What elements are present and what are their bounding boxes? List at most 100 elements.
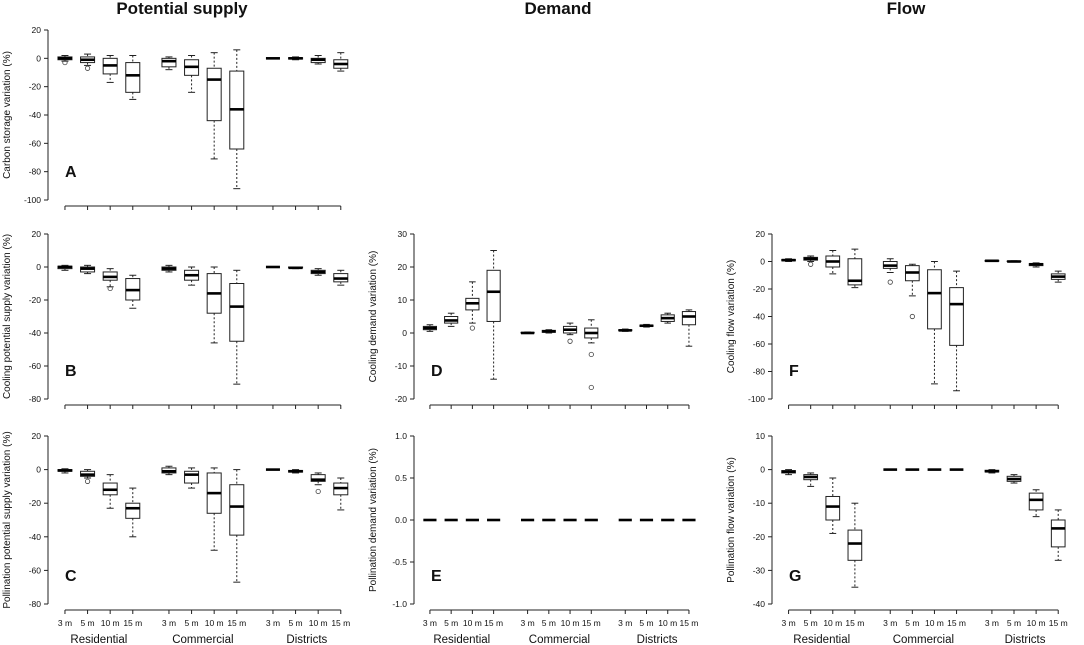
box-commercial-5m <box>184 55 200 93</box>
x-tick-label: 5 m <box>184 618 198 628</box>
panel-C: 20 0 -20 -40 -60 -80 Pollination potential sup… <box>2 431 350 645</box>
box-residential-10m <box>102 55 118 83</box>
box-iqr <box>847 258 863 286</box>
box-commercial-15m <box>229 269 245 385</box>
box-commercial-5m <box>904 263 920 320</box>
box-residential-15m <box>486 250 501 380</box>
box-residential-15m <box>847 248 863 289</box>
x-tick-label: 5 m <box>288 618 302 628</box>
box-residential-3m <box>57 264 73 271</box>
box-iqr <box>184 470 200 484</box>
box-commercial-5m <box>541 329 556 334</box>
box-residential-3m <box>422 324 438 332</box>
x-tick-label: 5 m <box>1007 618 1021 628</box>
x-tick-label: 10 m <box>925 618 944 628</box>
y-axis-title: Cooling potential supply variation (%) <box>2 234 13 399</box>
box-iqr <box>125 502 141 519</box>
y-tick-label: -20 <box>753 284 766 294</box>
box-residential-10m <box>102 474 118 509</box>
box-commercial-10m <box>927 261 942 385</box>
box-commercial-10m <box>206 266 222 344</box>
group-label-commercial: Commercial <box>529 634 590 645</box>
y-tick-label: -60 <box>29 138 42 148</box>
y-tick-label: -1.0 <box>392 599 407 609</box>
y-tick-label: -60 <box>29 565 42 575</box>
x-tick-label: 10 m <box>463 618 482 628</box>
x-tick-label: 3 m <box>618 618 632 628</box>
y-tick-label: -40 <box>29 328 42 338</box>
box-commercial-15m <box>584 319 599 391</box>
x-tick-label: 3 m <box>521 618 535 628</box>
y-tick-label: 1.0 <box>395 431 407 441</box>
panel-letter: B <box>65 363 77 380</box>
outlier-point <box>808 261 814 267</box>
y-tick-label: -0.5 <box>392 557 407 567</box>
y-tick-label: -100 <box>748 394 765 404</box>
box-residential-5m <box>444 312 459 327</box>
outlier-point <box>887 279 893 285</box>
y-tick-label: 0 <box>760 257 765 267</box>
y-tick-label: -80 <box>29 167 42 177</box>
x-tick-label: 10 m <box>658 618 677 628</box>
box-iqr <box>206 67 222 122</box>
y-tick-label: -30 <box>753 565 766 575</box>
y-axis-title: Cooling demand variation (%) <box>368 251 379 383</box>
y-tick-label: -10 <box>395 361 408 371</box>
y-tick-label: 20 <box>756 229 766 239</box>
y-tick-label: -40 <box>29 532 42 542</box>
y-tick-label: -20 <box>29 295 42 305</box>
panel-letter: D <box>431 363 443 380</box>
group-label-residential: Residential <box>793 634 850 645</box>
box-commercial-15m <box>229 49 245 190</box>
x-tick-label: 15 m <box>845 618 864 628</box>
x-tick-label: 3 m <box>162 618 176 628</box>
x-tick-label: 15 m <box>947 618 966 628</box>
y-tick-label: -80 <box>753 367 766 377</box>
x-tick-label: 3 m <box>58 618 72 628</box>
outlier-point <box>84 478 91 484</box>
y-tick-label: -20 <box>29 82 42 92</box>
box-commercial-5m <box>184 266 200 286</box>
x-tick-label: 5 m <box>804 618 818 628</box>
x-tick-label: 15 m <box>331 618 350 628</box>
box-districts-10m <box>310 472 326 495</box>
box-residential-5m <box>803 255 819 267</box>
y-tick-label: -40 <box>753 599 766 609</box>
box-residential-3m <box>781 469 796 476</box>
x-tick-label: 10 m <box>205 618 224 628</box>
box-commercial-15m <box>949 270 964 392</box>
box-commercial-10m <box>206 52 222 160</box>
x-tick-label: 15 m <box>582 618 601 628</box>
box-commercial-5m <box>184 467 200 489</box>
box-districts-10m <box>1028 262 1044 268</box>
box-residential-3m <box>57 468 73 474</box>
box-residential-3m <box>57 55 73 66</box>
box-iqr <box>825 495 841 521</box>
x-tick-label: 5 m <box>80 618 94 628</box>
box-commercial-3m <box>161 465 177 476</box>
x-tick-label: 5 m <box>905 618 919 628</box>
y-tick-label: -80 <box>29 394 42 404</box>
box-residential-10m <box>465 281 480 331</box>
x-tick-label: 3 m <box>985 618 999 628</box>
panel-A: 20 0 -20 -40 -60 -80 -100 Carbon storage variat… <box>2 25 349 210</box>
box-residential-10m <box>102 268 118 292</box>
box-residential-3m <box>781 258 796 262</box>
x-tick-label: 15 m <box>227 618 246 628</box>
panel-letter: E <box>431 568 442 585</box>
box-districts-5m <box>288 469 304 474</box>
box-districts-10m <box>310 55 326 65</box>
box-districts-5m <box>639 323 654 328</box>
box-residential-5m <box>803 472 819 487</box>
outlier-point <box>909 313 915 320</box>
y-tick-label: -10 <box>753 498 766 508</box>
box-commercial-3m <box>161 264 177 273</box>
box-iqr <box>681 311 697 326</box>
box-residential-10m <box>825 250 841 275</box>
panel-G: 10 0 -10 -20 -30 -40 Pollination flow variatio… <box>726 431 1068 645</box>
y-axis-title: Cooling flow variation (%) <box>726 260 737 373</box>
box-iqr <box>161 57 177 68</box>
group-label-residential: Residential <box>433 634 490 645</box>
group-label-districts: Districts <box>1005 634 1046 645</box>
y-tick-label: -40 <box>29 110 42 120</box>
